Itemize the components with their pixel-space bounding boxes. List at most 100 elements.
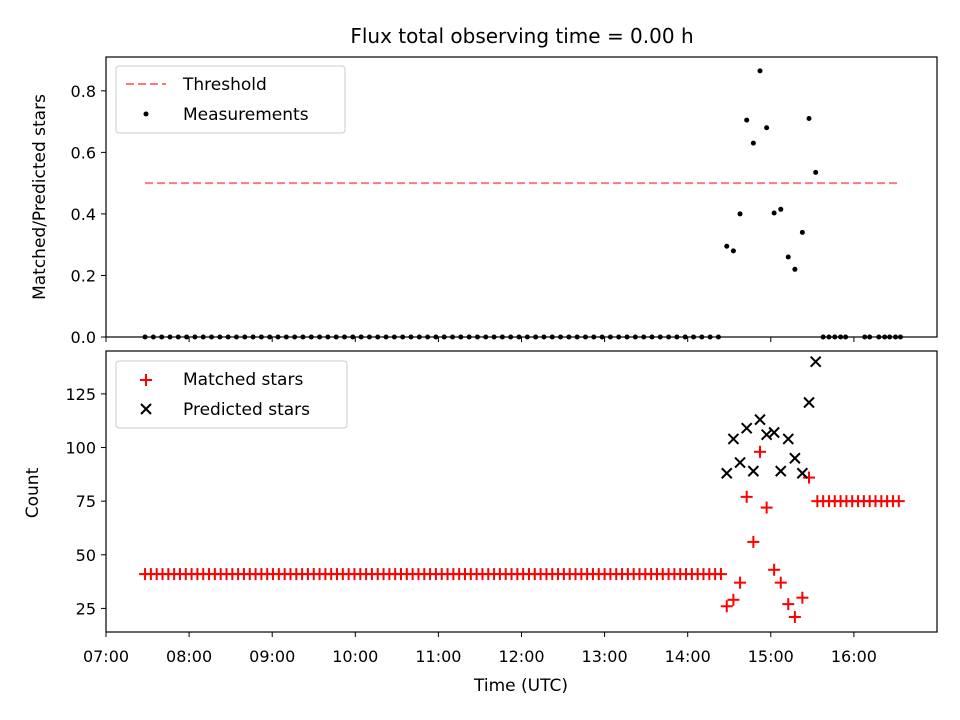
- measurement-point: [820, 334, 826, 340]
- predicted-star-marker: [740, 422, 753, 434]
- measurement-point: [826, 334, 832, 340]
- top-y-tick-label: 0.4: [71, 205, 96, 224]
- matched-star-marker: [734, 576, 747, 589]
- measurement-point: [391, 334, 397, 340]
- measurement-point: [599, 334, 605, 340]
- predicted-star-marker: [727, 433, 740, 445]
- x-tick-label: 12:00: [498, 647, 544, 666]
- measurement-point: [142, 334, 148, 340]
- bottom-y-ticks: 25 50 75 100 125: [65, 385, 106, 618]
- measurement-point: [558, 334, 564, 340]
- predicted-star-marker: [803, 396, 815, 409]
- measurement-point: [771, 210, 777, 216]
- measurement-point: [649, 334, 655, 340]
- bottom-y-axis-title: Count: [23, 467, 43, 518]
- matched-star-marker: [892, 495, 905, 508]
- measurement-point: [450, 334, 456, 340]
- measurement-point: [876, 334, 882, 340]
- bottom-panel: 25 50 75 100 125 07:00 08:00 09:00 10:00 11:00 12…: [23, 350, 938, 696]
- measurement-point: [217, 334, 223, 340]
- measurement-point: [458, 334, 464, 340]
- bottom-y-tick-label: 50: [76, 546, 96, 565]
- measurement-point: [258, 334, 264, 340]
- bottom-legend-frame: [115, 360, 348, 429]
- measurement-point: [184, 334, 190, 340]
- measurement-point: [524, 334, 530, 340]
- x-tick-label: 07:00: [83, 647, 129, 666]
- measurement-point: [699, 334, 705, 340]
- measurement-point: [724, 243, 730, 249]
- measurement-point: [582, 334, 588, 340]
- x-tick-label: 11:00: [415, 647, 461, 666]
- matched-star-marker: [774, 576, 787, 589]
- x-tick-label: 10:00: [332, 647, 378, 666]
- measurement-point: [730, 248, 736, 254]
- measurement-point: [533, 334, 539, 340]
- matched-star-marker: [753, 445, 766, 458]
- measurement-point: [616, 334, 622, 340]
- measurement-point: [209, 334, 215, 340]
- zero-measurements-group: [142, 334, 903, 340]
- top-y-ticks: 0.0 0.2 0.4 0.6 0.8: [71, 82, 106, 347]
- measurement-point: [425, 334, 431, 340]
- measurement-point: [843, 334, 849, 340]
- measurement-point: [541, 334, 547, 340]
- measurement-point: [764, 125, 770, 131]
- measurement-point: [792, 266, 798, 272]
- measurement-point: [333, 334, 339, 340]
- measurement-point: [358, 334, 364, 340]
- bottom-x-ticks: 07:00 08:00 09:00 10:00 11:00 12:00 13:00 14:00…: [83, 632, 877, 666]
- measurement-point: [607, 334, 613, 340]
- measurement-point: [200, 334, 206, 340]
- legend-predicted-label: Predicted stars: [183, 400, 310, 420]
- measurement-point: [275, 334, 281, 340]
- measurement-point: [757, 68, 763, 74]
- measurement-point: [641, 334, 647, 340]
- measurement-point: [483, 334, 489, 340]
- measurement-point: [167, 334, 173, 340]
- matched-star-marker: [803, 471, 816, 484]
- measurement-point: [242, 334, 248, 340]
- measurement-points-group: [724, 68, 819, 272]
- matched-star-marker: [714, 568, 727, 581]
- measurement-point: [867, 334, 873, 340]
- matched-star-marker: [788, 610, 801, 623]
- matched-star-marker: [740, 490, 753, 503]
- measurement-point: [400, 334, 406, 340]
- predicted-star-marker: [782, 433, 794, 445]
- bottom-y-tick-label: 75: [76, 492, 96, 511]
- legend-measurements-swatch: [143, 111, 149, 117]
- measurement-point: [566, 334, 572, 340]
- x-tick-label: 14:00: [665, 647, 711, 666]
- measurement-point: [691, 334, 697, 340]
- measurement-point: [383, 334, 389, 340]
- measurement-point: [838, 334, 844, 340]
- x-tick-label: 15:00: [748, 647, 794, 666]
- legend-measurements-label: Measurements: [183, 105, 309, 125]
- measurement-point: [707, 334, 713, 340]
- x-tick-label: 09:00: [249, 647, 295, 666]
- measurement-point: [813, 169, 819, 175]
- measurement-point: [674, 334, 680, 340]
- matched-star-marker: [768, 563, 781, 576]
- measurement-point: [225, 334, 231, 340]
- matched-star-marker: [782, 598, 795, 611]
- matched-stars-group: [139, 445, 905, 623]
- measurement-point: [474, 334, 480, 340]
- measurement-point: [366, 334, 372, 340]
- top-y-tick-label: 0.0: [71, 328, 96, 347]
- bottom-y-tick-label: 100: [65, 439, 96, 458]
- legend-predicted-swatch: [140, 403, 152, 415]
- predicted-star-marker: [747, 465, 760, 477]
- predicted-star-marker: [754, 413, 766, 426]
- matched-star-marker: [727, 593, 740, 606]
- measurement-point: [657, 334, 663, 340]
- measurement-point: [682, 334, 688, 340]
- measurement-point: [233, 334, 239, 340]
- measurement-point: [325, 334, 331, 340]
- x-tick-label: 08:00: [166, 647, 212, 666]
- predicted-star-marker: [789, 452, 801, 464]
- predicted-star-marker: [721, 467, 733, 479]
- measurement-point: [591, 334, 597, 340]
